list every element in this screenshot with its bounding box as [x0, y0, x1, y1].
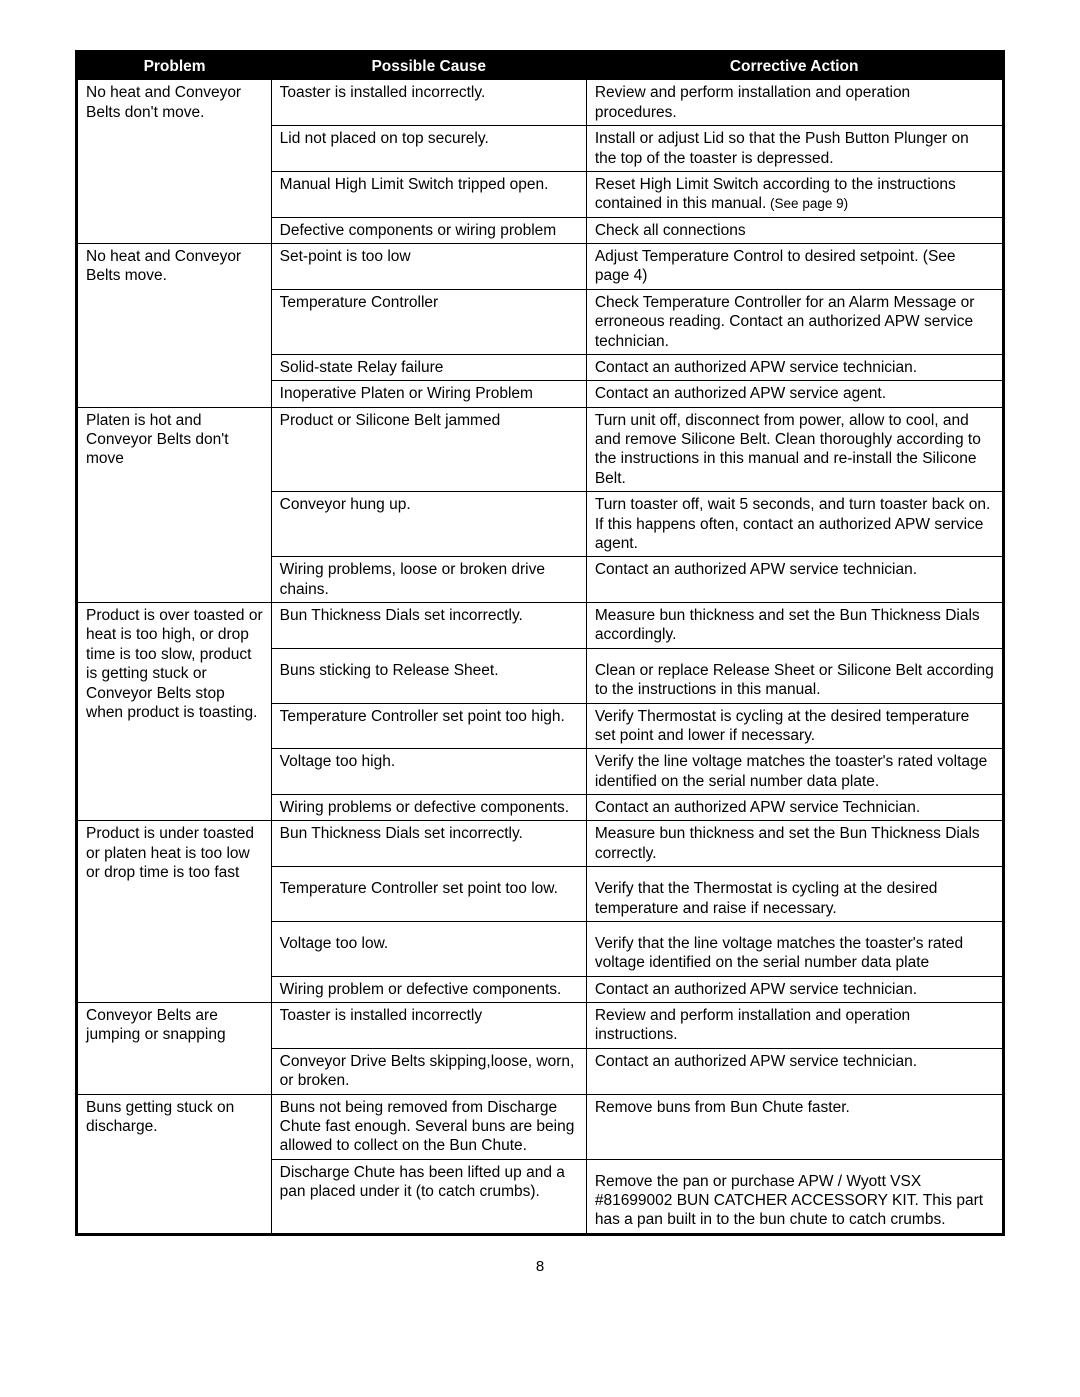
problem-cell: Buns getting stuck on discharge.	[77, 1094, 272, 1234]
cause-cell: Temperature Controller	[271, 289, 586, 354]
action-cell: Remove buns from Bun Chute faster.	[586, 1094, 1003, 1159]
cause-cell: Temperature Controller set point too low…	[271, 867, 586, 922]
cause-cell: Inoperative Platen or Wiring Problem	[271, 381, 586, 407]
action-cell: Measure bun thickness and set the Bun Th…	[586, 603, 1003, 649]
action-cell: Contact an authorized APW service techni…	[586, 976, 1003, 1002]
action-cell: Clean or replace Release Sheet or Silico…	[586, 648, 1003, 703]
cause-cell: Wiring problem or defective components.	[271, 976, 586, 1002]
cause-cell: Voltage too high.	[271, 749, 586, 795]
problem-cell: Conveyor Belts are jumping or snapping	[77, 1003, 272, 1095]
header-problem: Problem	[77, 52, 272, 81]
action-cell: Turn toaster off, wait 5 seconds, and tu…	[586, 492, 1003, 557]
cause-cell: Defective components or wiring problem	[271, 217, 586, 243]
table-row: No heat and Conveyor Belts don't move.To…	[77, 80, 1004, 125]
cause-cell: Buns not being removed from Discharge Ch…	[271, 1094, 586, 1159]
table-header-row: ProblemPossible CauseCorrective Action	[77, 52, 1004, 81]
action-cell: Reset High Limit Switch according to the…	[586, 171, 1003, 217]
action-cell: Install or adjust Lid so that the Push B…	[586, 126, 1003, 172]
cause-cell: Temperature Controller set point too hig…	[271, 703, 586, 749]
cause-cell: Manual High Limit Switch tripped open.	[271, 171, 586, 217]
cause-cell: Toaster is installed incorrectly	[271, 1003, 586, 1049]
action-cell: Contact an authorized APW service Techni…	[586, 795, 1003, 821]
problem-cell: No heat and Conveyor Belts don't move.	[77, 80, 272, 243]
table-row: Platen is hot and Conveyor Belts don't m…	[77, 407, 1004, 492]
cause-cell: Voltage too low.	[271, 921, 586, 976]
troubleshooting-table: ProblemPossible CauseCorrective ActionNo…	[75, 50, 1005, 1236]
table-row: Product is under toasted or platen heat …	[77, 821, 1004, 867]
action-cell: Verify the line voltage matches the toas…	[586, 749, 1003, 795]
action-cell: Review and perform installation and oper…	[586, 1003, 1003, 1049]
action-cell: Contact an authorized APW service agent.	[586, 381, 1003, 407]
action-cell: Review and perform installation and oper…	[586, 80, 1003, 125]
action-cell: Contact an authorized APW service techni…	[586, 1048, 1003, 1094]
action-cell: Remove the pan or purchase APW / Wyott V…	[586, 1159, 1003, 1234]
cause-cell: Discharge Chute has been lifted up and a…	[271, 1159, 586, 1234]
page-number: 8	[75, 1258, 1005, 1277]
table-row: Product is over toasted or heat is too h…	[77, 603, 1004, 649]
action-cell: Verify Thermostat is cycling at the desi…	[586, 703, 1003, 749]
action-cell: Verify that the Thermostat is cycling at…	[586, 867, 1003, 922]
action-cell: Contact an authorized APW service techni…	[586, 557, 1003, 603]
action-cell: Check all connections	[586, 217, 1003, 243]
cause-cell: Bun Thickness Dials set incorrectly.	[271, 821, 586, 867]
action-cell: Contact an authorized APW service techni…	[586, 354, 1003, 380]
action-cell: Adjust Temperature Control to desired se…	[586, 244, 1003, 290]
cause-cell: Set-point is too low	[271, 244, 586, 290]
problem-cell: Platen is hot and Conveyor Belts don't m…	[77, 407, 272, 602]
cause-cell: Toaster is installed incorrectly.	[271, 80, 586, 125]
table-row: No heat and Conveyor Belts move.Set-poin…	[77, 244, 1004, 290]
cause-cell: Lid not placed on top securely.	[271, 126, 586, 172]
cause-cell: Wiring problems or defective components.	[271, 795, 586, 821]
table-row: Buns getting stuck on discharge.Buns not…	[77, 1094, 1004, 1159]
action-cell: Measure bun thickness and set the Bun Th…	[586, 821, 1003, 867]
header-cause: Possible Cause	[271, 52, 586, 81]
problem-cell: No heat and Conveyor Belts move.	[77, 244, 272, 408]
problem-cell: Product is over toasted or heat is too h…	[77, 603, 272, 821]
cause-cell: Product or Silicone Belt jammed	[271, 407, 586, 492]
cause-cell: Buns sticking to Release Sheet.	[271, 648, 586, 703]
header-action: Corrective Action	[586, 52, 1003, 81]
cause-cell: Solid-state Relay failure	[271, 354, 586, 380]
problem-cell: Product is under toasted or platen heat …	[77, 821, 272, 1003]
cause-cell: Conveyor Drive Belts skipping,loose, wor…	[271, 1048, 586, 1094]
cause-cell: Conveyor hung up.	[271, 492, 586, 557]
action-cell: Check Temperature Controller for an Alar…	[586, 289, 1003, 354]
cause-cell: Wiring problems, loose or broken drive c…	[271, 557, 586, 603]
action-cell: Turn unit off, disconnect from power, al…	[586, 407, 1003, 492]
cause-cell: Bun Thickness Dials set incorrectly.	[271, 603, 586, 649]
action-cell: Verify that the line voltage matches the…	[586, 921, 1003, 976]
table-row: Conveyor Belts are jumping or snappingTo…	[77, 1003, 1004, 1049]
